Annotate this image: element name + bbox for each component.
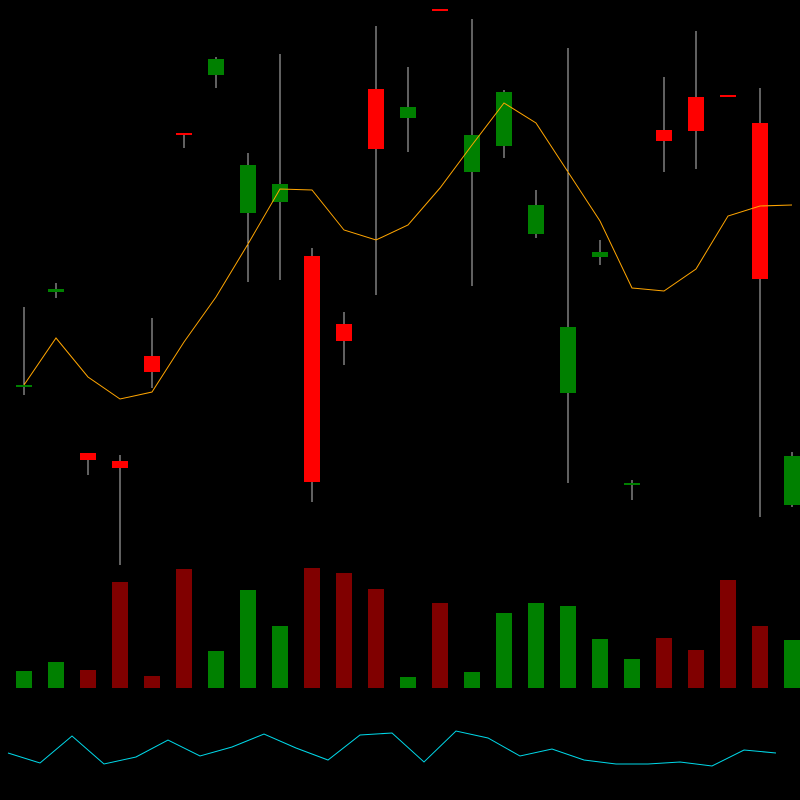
volume-bar [688, 650, 704, 688]
candle-body [16, 385, 32, 387]
candle-body [464, 135, 480, 172]
volume-bar [176, 569, 192, 688]
volume-bar [432, 603, 448, 688]
volume-bar [368, 589, 384, 688]
volume-bar [16, 671, 32, 688]
candle-body [112, 461, 128, 468]
volume-bar [80, 670, 96, 688]
candle-body [368, 89, 384, 149]
volume-bar [496, 613, 512, 688]
candle-body [784, 456, 800, 505]
candle-body [656, 130, 672, 141]
volume-bar [208, 651, 224, 688]
candle-body [80, 453, 96, 460]
candle-body [272, 184, 288, 202]
candle-body [560, 327, 576, 393]
candle-body [432, 9, 448, 11]
candle-body [304, 256, 320, 482]
candle-body [720, 95, 736, 97]
candle-body [496, 92, 512, 146]
volume-bar [720, 580, 736, 688]
candle-body [400, 107, 416, 118]
volume-bar [784, 640, 800, 688]
volume-bar [304, 568, 320, 688]
indicator-line [7, 730, 777, 767]
volume-bar [656, 638, 672, 688]
candle-body [176, 133, 192, 135]
candle-body [688, 97, 704, 131]
volume-bar [624, 659, 640, 688]
volume-bar [144, 676, 160, 688]
volume-bar [528, 603, 544, 688]
volume-bar [560, 606, 576, 688]
candle-body [336, 324, 352, 341]
candle-body [48, 289, 64, 292]
volume-bar [336, 573, 352, 688]
volume-bar [112, 582, 128, 688]
candle-body [592, 252, 608, 257]
volume-bar [48, 662, 64, 688]
volume-bar [272, 626, 288, 688]
candle-body [624, 483, 640, 485]
volume-bar [464, 672, 480, 688]
volume-bar [400, 677, 416, 688]
candle-body [528, 205, 544, 234]
volume-bar [592, 639, 608, 688]
candle-body [144, 356, 160, 372]
moving-average-line [23, 102, 793, 400]
candle-body [208, 59, 224, 75]
candle-body [752, 123, 768, 279]
volume-bar [240, 590, 256, 688]
candle-body [240, 165, 256, 213]
volume-bar [752, 626, 768, 688]
